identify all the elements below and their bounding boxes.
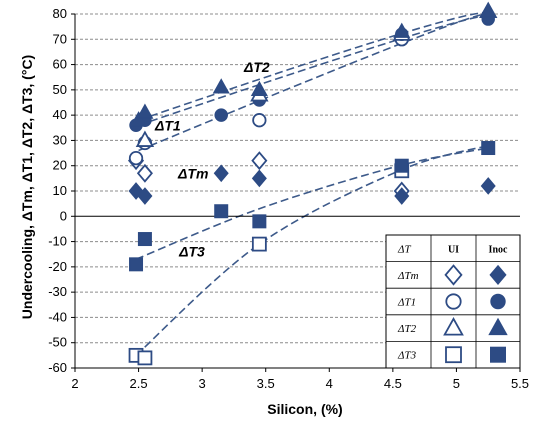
y-tick-label: 0 [60, 208, 67, 223]
legend-marker-inoc [488, 317, 508, 336]
data-point [137, 187, 153, 205]
data-point [212, 78, 230, 94]
legend-row-label: ΔT3 [397, 350, 417, 362]
y-tick-label: 60 [53, 57, 67, 72]
y-tick-label: 70 [53, 31, 67, 46]
tick-labels: -60 -50 -40 -30 -20 -10 0 10 20 30 40 50 60 70 80 2 2.5 3… [48, 6, 529, 391]
y-tick-label: -10 [48, 234, 67, 249]
data-point [394, 187, 410, 205]
legend-marker-ui [443, 316, 464, 336]
legend-marker-inoc [489, 264, 507, 285]
y-axis-title: Undercooling, ΔTm, ΔT1, ΔT2, ΔT3, (°C) [19, 55, 35, 319]
series-annotation: ΔT2 [243, 59, 270, 75]
data-point [251, 151, 268, 171]
legend-marker-inoc [490, 293, 506, 310]
data-point [214, 204, 229, 219]
data-point [135, 130, 155, 147]
legend-row-label: ΔT1 [397, 297, 416, 309]
legend-header-symbol: ΔT [397, 243, 411, 255]
legend-row-label: ΔT2 [397, 323, 417, 335]
data-point [136, 103, 154, 119]
trend-line [135, 147, 489, 261]
x-tick-label: 5.5 [511, 376, 529, 391]
y-tick-label: -30 [48, 284, 67, 299]
x-tick-label: 2.5 [130, 376, 148, 391]
y-tick-label: -20 [48, 259, 67, 274]
x-axis-title: Silicon, (%) [267, 401, 342, 417]
y-tick-label: -50 [48, 335, 67, 350]
data-point [136, 163, 153, 183]
data-point [129, 257, 144, 272]
y-tick-label: 40 [53, 107, 67, 122]
data-point [251, 236, 267, 252]
y-tick-label: -60 [48, 360, 67, 375]
y-tick-label: -40 [48, 309, 67, 324]
data-point [137, 232, 152, 247]
legend: ΔT UI Inoc ΔTm ΔT1 ΔT2 ΔT3 [385, 234, 521, 369]
data-point [251, 169, 267, 188]
data-point [130, 111, 148, 127]
data-point [481, 141, 496, 156]
data-point [252, 214, 267, 229]
legend-marker-ui [444, 264, 463, 286]
y-tick-label: 10 [53, 183, 67, 198]
y-tick-label: 30 [53, 132, 67, 147]
data-point [213, 164, 229, 183]
trend-line [138, 15, 490, 127]
x-tick-label: 4 [326, 376, 333, 391]
legend-header-ui: UI [448, 244, 459, 255]
x-tick-label: 3 [199, 376, 206, 391]
data-point [393, 22, 411, 38]
data-point [137, 350, 153, 366]
data-point [250, 80, 268, 96]
legend-row-label: ΔTm [397, 270, 419, 282]
x-tick-label: 3.5 [257, 376, 275, 391]
x-tick-label: 5 [453, 376, 460, 391]
series-annotations: ΔT2 ΔT1 ΔTm ΔT3 [154, 59, 270, 260]
y-tick-label: 50 [53, 82, 67, 97]
data-point [214, 108, 228, 122]
data-point [394, 158, 409, 173]
legend-marker-inoc [490, 346, 506, 363]
trend-line [135, 144, 489, 356]
data-point [252, 113, 267, 128]
x-tick-label: 2 [71, 376, 78, 391]
series-annotation: ΔT3 [178, 244, 205, 260]
series-annotation: ΔT1 [154, 117, 181, 133]
legend-marker-ui [445, 293, 462, 310]
trend-line [138, 12, 490, 152]
y-tick-label: 20 [53, 158, 67, 173]
data-point [128, 150, 144, 166]
data-point [479, 2, 497, 18]
legend-marker-ui [445, 346, 462, 364]
legend-header-inoc: Inoc [489, 244, 508, 255]
y-tick-label: 80 [53, 6, 67, 21]
data-point [480, 177, 496, 195]
series-annotation: ΔTm [177, 165, 208, 181]
data-points [127, 1, 498, 366]
x-tick-label: 4.5 [384, 376, 402, 391]
